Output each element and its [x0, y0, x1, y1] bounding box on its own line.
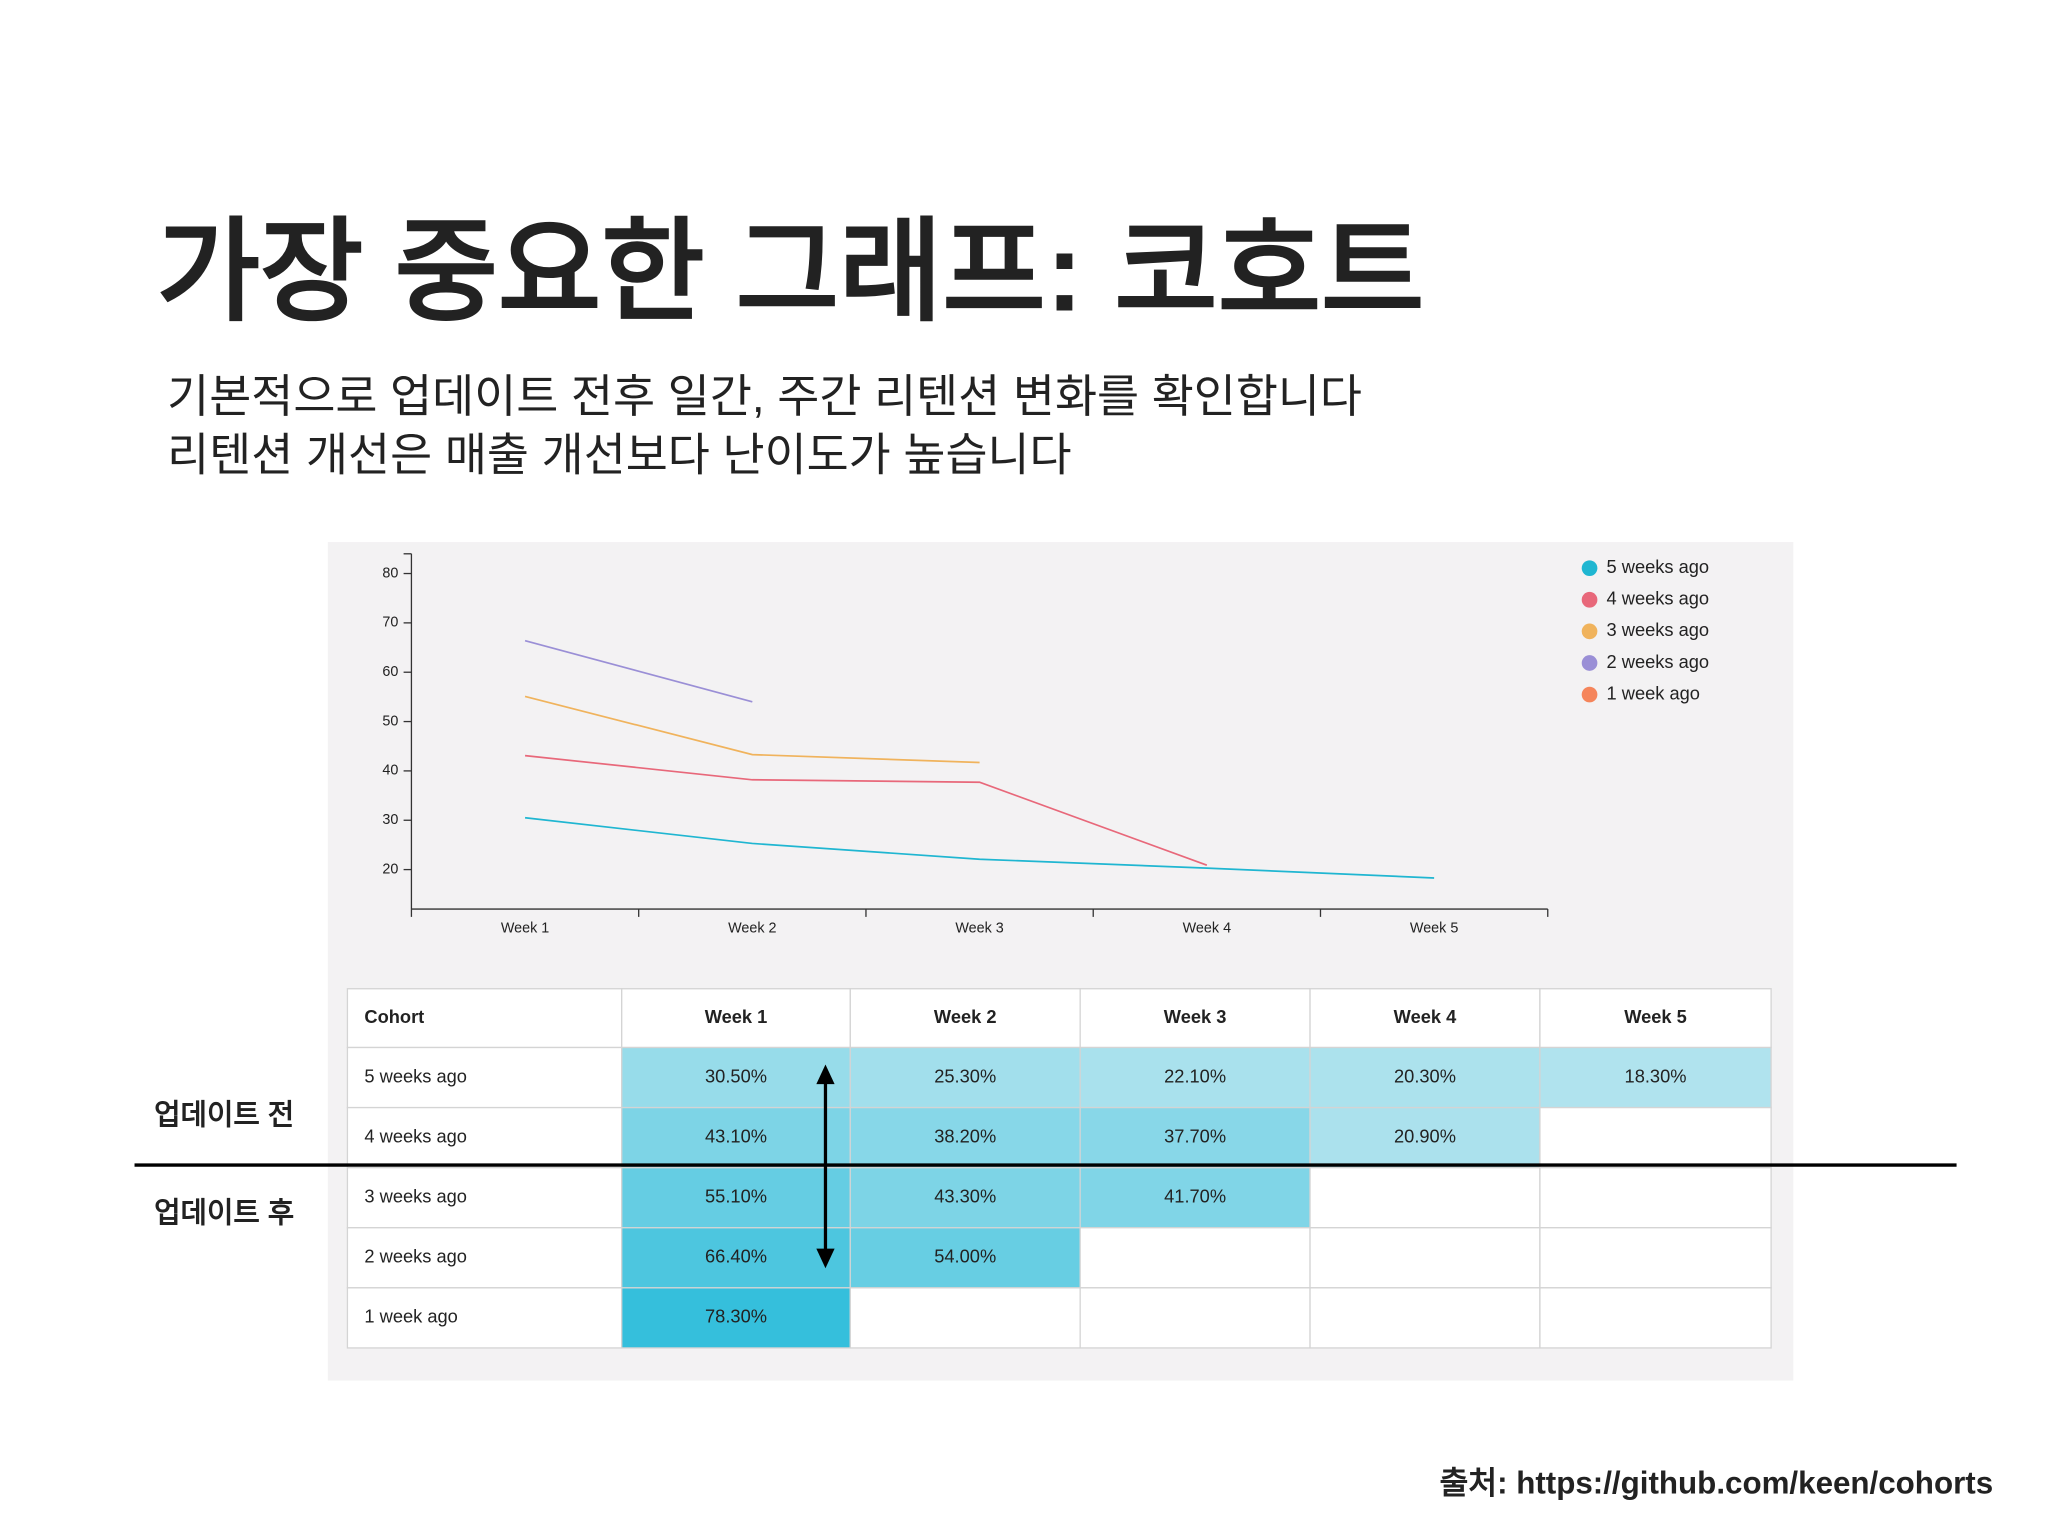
- cell: [621, 1167, 851, 1229]
- cell: [1079, 1287, 1311, 1349]
- cell: [1539, 1106, 1772, 1169]
- cell: [849, 1106, 1081, 1169]
- y-tick-label: 30: [382, 812, 398, 828]
- cell: [849, 1046, 1081, 1109]
- cell-value: 38.20%: [934, 1125, 996, 1146]
- row-label: 3 weeks ago: [364, 1186, 467, 1207]
- legend-swatch: [1581, 560, 1598, 576]
- row-label: 5 weeks ago: [364, 1065, 467, 1086]
- cell: [1079, 1227, 1311, 1289]
- header-label: Cohort: [364, 1006, 424, 1027]
- cell-value: 30.50%: [705, 1065, 767, 1086]
- series-line: [524, 639, 753, 703]
- x-tick-label: Week 3: [955, 920, 1003, 936]
- cell: [1309, 1227, 1541, 1289]
- cell: [621, 1287, 851, 1349]
- header-label: Week 5: [1624, 1006, 1687, 1027]
- header-label: Week 4: [1394, 1006, 1457, 1027]
- cell-value: 41.70%: [1164, 1186, 1226, 1207]
- series-line: [524, 695, 980, 764]
- y-tick-label: 60: [382, 664, 398, 680]
- y-tick-label: 70: [382, 615, 398, 631]
- x-tick-label: Week 2: [728, 920, 776, 936]
- header-label: Week 3: [1164, 1006, 1227, 1027]
- cell-value: 43.30%: [934, 1186, 996, 1207]
- cell: [346, 1287, 623, 1349]
- series-line: [524, 816, 1435, 879]
- cell: [346, 1046, 623, 1109]
- annotation: 업데이트 후: [154, 1197, 294, 1229]
- cell-value: 37.70%: [1164, 1125, 1226, 1146]
- chart: 20 30 40 50 60 70 80 Week 1 Week 2 Week 3 Week 4 We…: [382, 553, 1710, 936]
- cell-value: 78.30%: [705, 1306, 767, 1327]
- title: 가장 중요한 그래프: 코호트: [157, 208, 1425, 334]
- x-tick-label: Week 1: [501, 920, 549, 936]
- legend-swatch: [1581, 686, 1598, 703]
- cell: [1539, 1046, 1772, 1109]
- cell-value: 20.90%: [1394, 1125, 1456, 1146]
- cell: [849, 1227, 1081, 1289]
- cell-value: 20.30%: [1394, 1065, 1456, 1086]
- cell-value: 43.10%: [705, 1125, 767, 1146]
- header-cell: [1309, 988, 1541, 1049]
- cell-value: 22.10%: [1164, 1065, 1226, 1086]
- legend-label: 1 week ago: [1607, 682, 1700, 703]
- cell: [1309, 1287, 1541, 1349]
- cell: [1079, 1167, 1311, 1229]
- series-line: [524, 754, 1208, 866]
- cell: [1309, 1167, 1541, 1229]
- cell: [1539, 1167, 1772, 1229]
- arrow-head: [816, 1248, 835, 1269]
- x-tick-label: Week 5: [1410, 920, 1458, 936]
- legend-label: 5 weeks ago: [1607, 556, 1710, 577]
- source: 출처: https://github.com/keen/cohorts: [1439, 1465, 1993, 1500]
- table: Cohort Week 1 Week 2 Week 3 Week 4 Week 5 5 we…: [346, 988, 1772, 1349]
- cell-value: 18.30%: [1625, 1065, 1687, 1086]
- row-label: 2 weeks ago: [364, 1246, 467, 1267]
- row-label: 1 week ago: [364, 1306, 457, 1327]
- cell: [1539, 1287, 1772, 1349]
- header-label: Week 1: [705, 1006, 768, 1027]
- cell: [849, 1287, 1081, 1349]
- legend-label: 3 weeks ago: [1607, 619, 1710, 640]
- y-tick-label: 80: [382, 565, 398, 581]
- legend-swatch: [1581, 655, 1598, 671]
- arrow: [816, 1064, 835, 1269]
- cell: [1309, 1046, 1541, 1109]
- x-tick-label: Week 4: [1183, 920, 1231, 936]
- cell-value: 55.10%: [705, 1186, 767, 1207]
- cell: [346, 1106, 623, 1169]
- row-label: 4 weeks ago: [364, 1125, 467, 1146]
- legend-swatch: [1581, 623, 1598, 640]
- subtitle-line: 기본적으로 업데이트 전후 일간, 주간 리텐션 변화를 확인합니다: [167, 371, 1362, 422]
- annotation: 업데이트 전: [154, 1099, 294, 1131]
- cell-value: 54.00%: [934, 1246, 996, 1267]
- legend-label: 2 weeks ago: [1607, 651, 1710, 672]
- header-cell: [346, 988, 623, 1049]
- subtitle-line: 리텐션 개선은 매출 개선보다 난이도가 높습니다: [167, 430, 1071, 481]
- arrow-head: [816, 1064, 835, 1085]
- cell: [346, 1167, 623, 1229]
- y-tick-label: 20: [382, 861, 398, 877]
- cell: [1539, 1227, 1772, 1289]
- header-cell: [1539, 988, 1772, 1049]
- cell: [1079, 1106, 1311, 1169]
- y-tick-label: 50: [382, 713, 398, 729]
- cell-value: 66.40%: [705, 1246, 767, 1267]
- legend-label: 4 weeks ago: [1607, 588, 1710, 609]
- y-tick-label: 40: [382, 763, 398, 779]
- legend-swatch: [1581, 591, 1598, 608]
- header-label: Week 2: [934, 1006, 997, 1027]
- cell-value: 25.30%: [934, 1065, 996, 1086]
- cell: [346, 1227, 623, 1289]
